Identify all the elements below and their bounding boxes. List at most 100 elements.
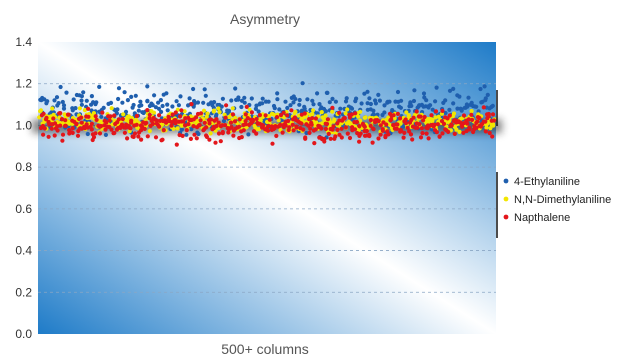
data-point xyxy=(194,115,199,120)
data-point xyxy=(94,117,99,122)
data-point xyxy=(384,122,389,127)
data-point xyxy=(457,94,462,99)
data-point xyxy=(223,123,228,128)
data-point xyxy=(89,127,94,132)
data-point xyxy=(128,126,133,131)
data-point xyxy=(70,106,75,111)
data-point xyxy=(208,131,213,136)
data-point xyxy=(70,126,75,131)
y-tick-label: 0.2 xyxy=(15,285,32,299)
data-point xyxy=(363,115,368,120)
data-point xyxy=(440,108,445,113)
data-point xyxy=(129,118,134,123)
data-point xyxy=(343,125,348,130)
data-point xyxy=(263,113,268,118)
data-point xyxy=(403,117,408,122)
data-point xyxy=(115,107,120,112)
data-point xyxy=(94,100,99,105)
data-point xyxy=(159,109,164,114)
data-point xyxy=(165,102,170,107)
data-point xyxy=(108,100,114,105)
data-point xyxy=(287,125,292,130)
data-point xyxy=(275,97,280,102)
data-point xyxy=(44,115,49,120)
data-point xyxy=(376,119,381,124)
data-point xyxy=(490,112,496,117)
data-point xyxy=(478,86,483,92)
data-point xyxy=(104,120,109,125)
data-point xyxy=(330,109,335,114)
data-point xyxy=(138,99,143,104)
data-point xyxy=(281,115,287,120)
data-point xyxy=(285,105,290,111)
data-point xyxy=(207,121,212,126)
data-point xyxy=(192,101,197,106)
data-point xyxy=(313,127,318,132)
data-point xyxy=(161,128,166,133)
data-point xyxy=(371,112,376,117)
data-point xyxy=(404,110,409,115)
data-point xyxy=(191,86,196,92)
data-point xyxy=(89,121,94,126)
data-point xyxy=(328,120,333,125)
data-point xyxy=(338,106,343,111)
data-point xyxy=(293,96,298,102)
data-point xyxy=(169,123,174,128)
data-point xyxy=(301,127,306,132)
data-point xyxy=(70,130,75,135)
data-point xyxy=(136,134,141,139)
data-point xyxy=(194,136,199,141)
data-point xyxy=(214,117,219,122)
data-point xyxy=(325,90,330,95)
data-point xyxy=(134,113,139,119)
data-point xyxy=(445,116,450,121)
data-point xyxy=(243,122,248,127)
data-point xyxy=(294,125,299,130)
data-point xyxy=(451,101,456,106)
data-point xyxy=(226,108,232,113)
data-point xyxy=(145,108,150,113)
data-point xyxy=(61,103,67,108)
data-point xyxy=(71,97,76,102)
data-point xyxy=(302,106,307,111)
legend-swatch xyxy=(503,178,509,184)
data-point xyxy=(253,106,258,111)
data-point xyxy=(192,132,197,137)
data-point xyxy=(249,110,254,115)
data-point xyxy=(189,127,194,132)
data-point xyxy=(426,119,431,124)
data-point xyxy=(335,127,340,132)
data-point xyxy=(186,122,191,127)
data-point xyxy=(420,131,425,136)
data-point xyxy=(330,105,335,110)
data-point xyxy=(232,115,238,120)
data-point xyxy=(398,121,403,126)
data-point xyxy=(449,123,454,128)
data-point xyxy=(81,90,86,95)
data-point xyxy=(323,126,328,131)
data-point xyxy=(356,114,361,119)
data-point xyxy=(380,128,385,133)
data-point xyxy=(464,102,469,107)
data-point xyxy=(403,121,409,126)
data-point xyxy=(211,108,217,113)
data-point xyxy=(139,137,144,142)
data-point xyxy=(202,120,207,125)
data-point xyxy=(435,122,440,127)
data-point xyxy=(447,88,453,93)
data-point xyxy=(337,110,342,115)
data-point xyxy=(150,103,155,108)
data-point xyxy=(158,98,163,103)
data-point xyxy=(182,123,188,128)
data-point xyxy=(122,130,127,135)
data-point xyxy=(391,113,396,118)
data-point xyxy=(349,105,354,110)
data-point xyxy=(391,123,396,128)
data-point xyxy=(408,100,413,105)
data-point xyxy=(223,115,228,120)
data-point xyxy=(211,126,216,131)
legend-label: 4-Ethylaniline xyxy=(514,176,580,188)
data-point xyxy=(354,96,359,101)
data-point xyxy=(254,131,259,136)
data-point xyxy=(303,135,308,140)
